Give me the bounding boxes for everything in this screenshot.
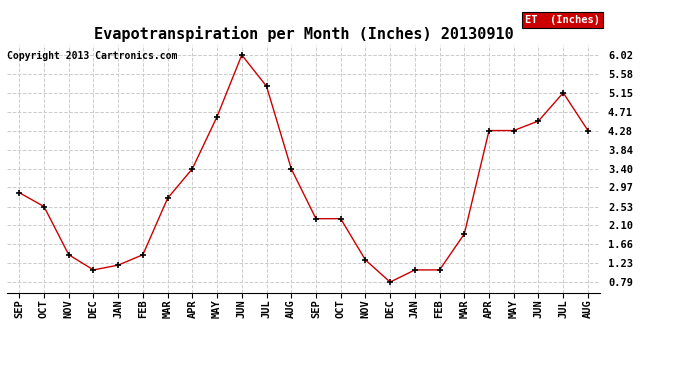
- Title: Evapotranspiration per Month (Inches) 20130910: Evapotranspiration per Month (Inches) 20…: [94, 27, 513, 42]
- Text: Copyright 2013 Cartronics.com: Copyright 2013 Cartronics.com: [7, 51, 177, 61]
- Text: ET  (Inches): ET (Inches): [525, 15, 600, 25]
